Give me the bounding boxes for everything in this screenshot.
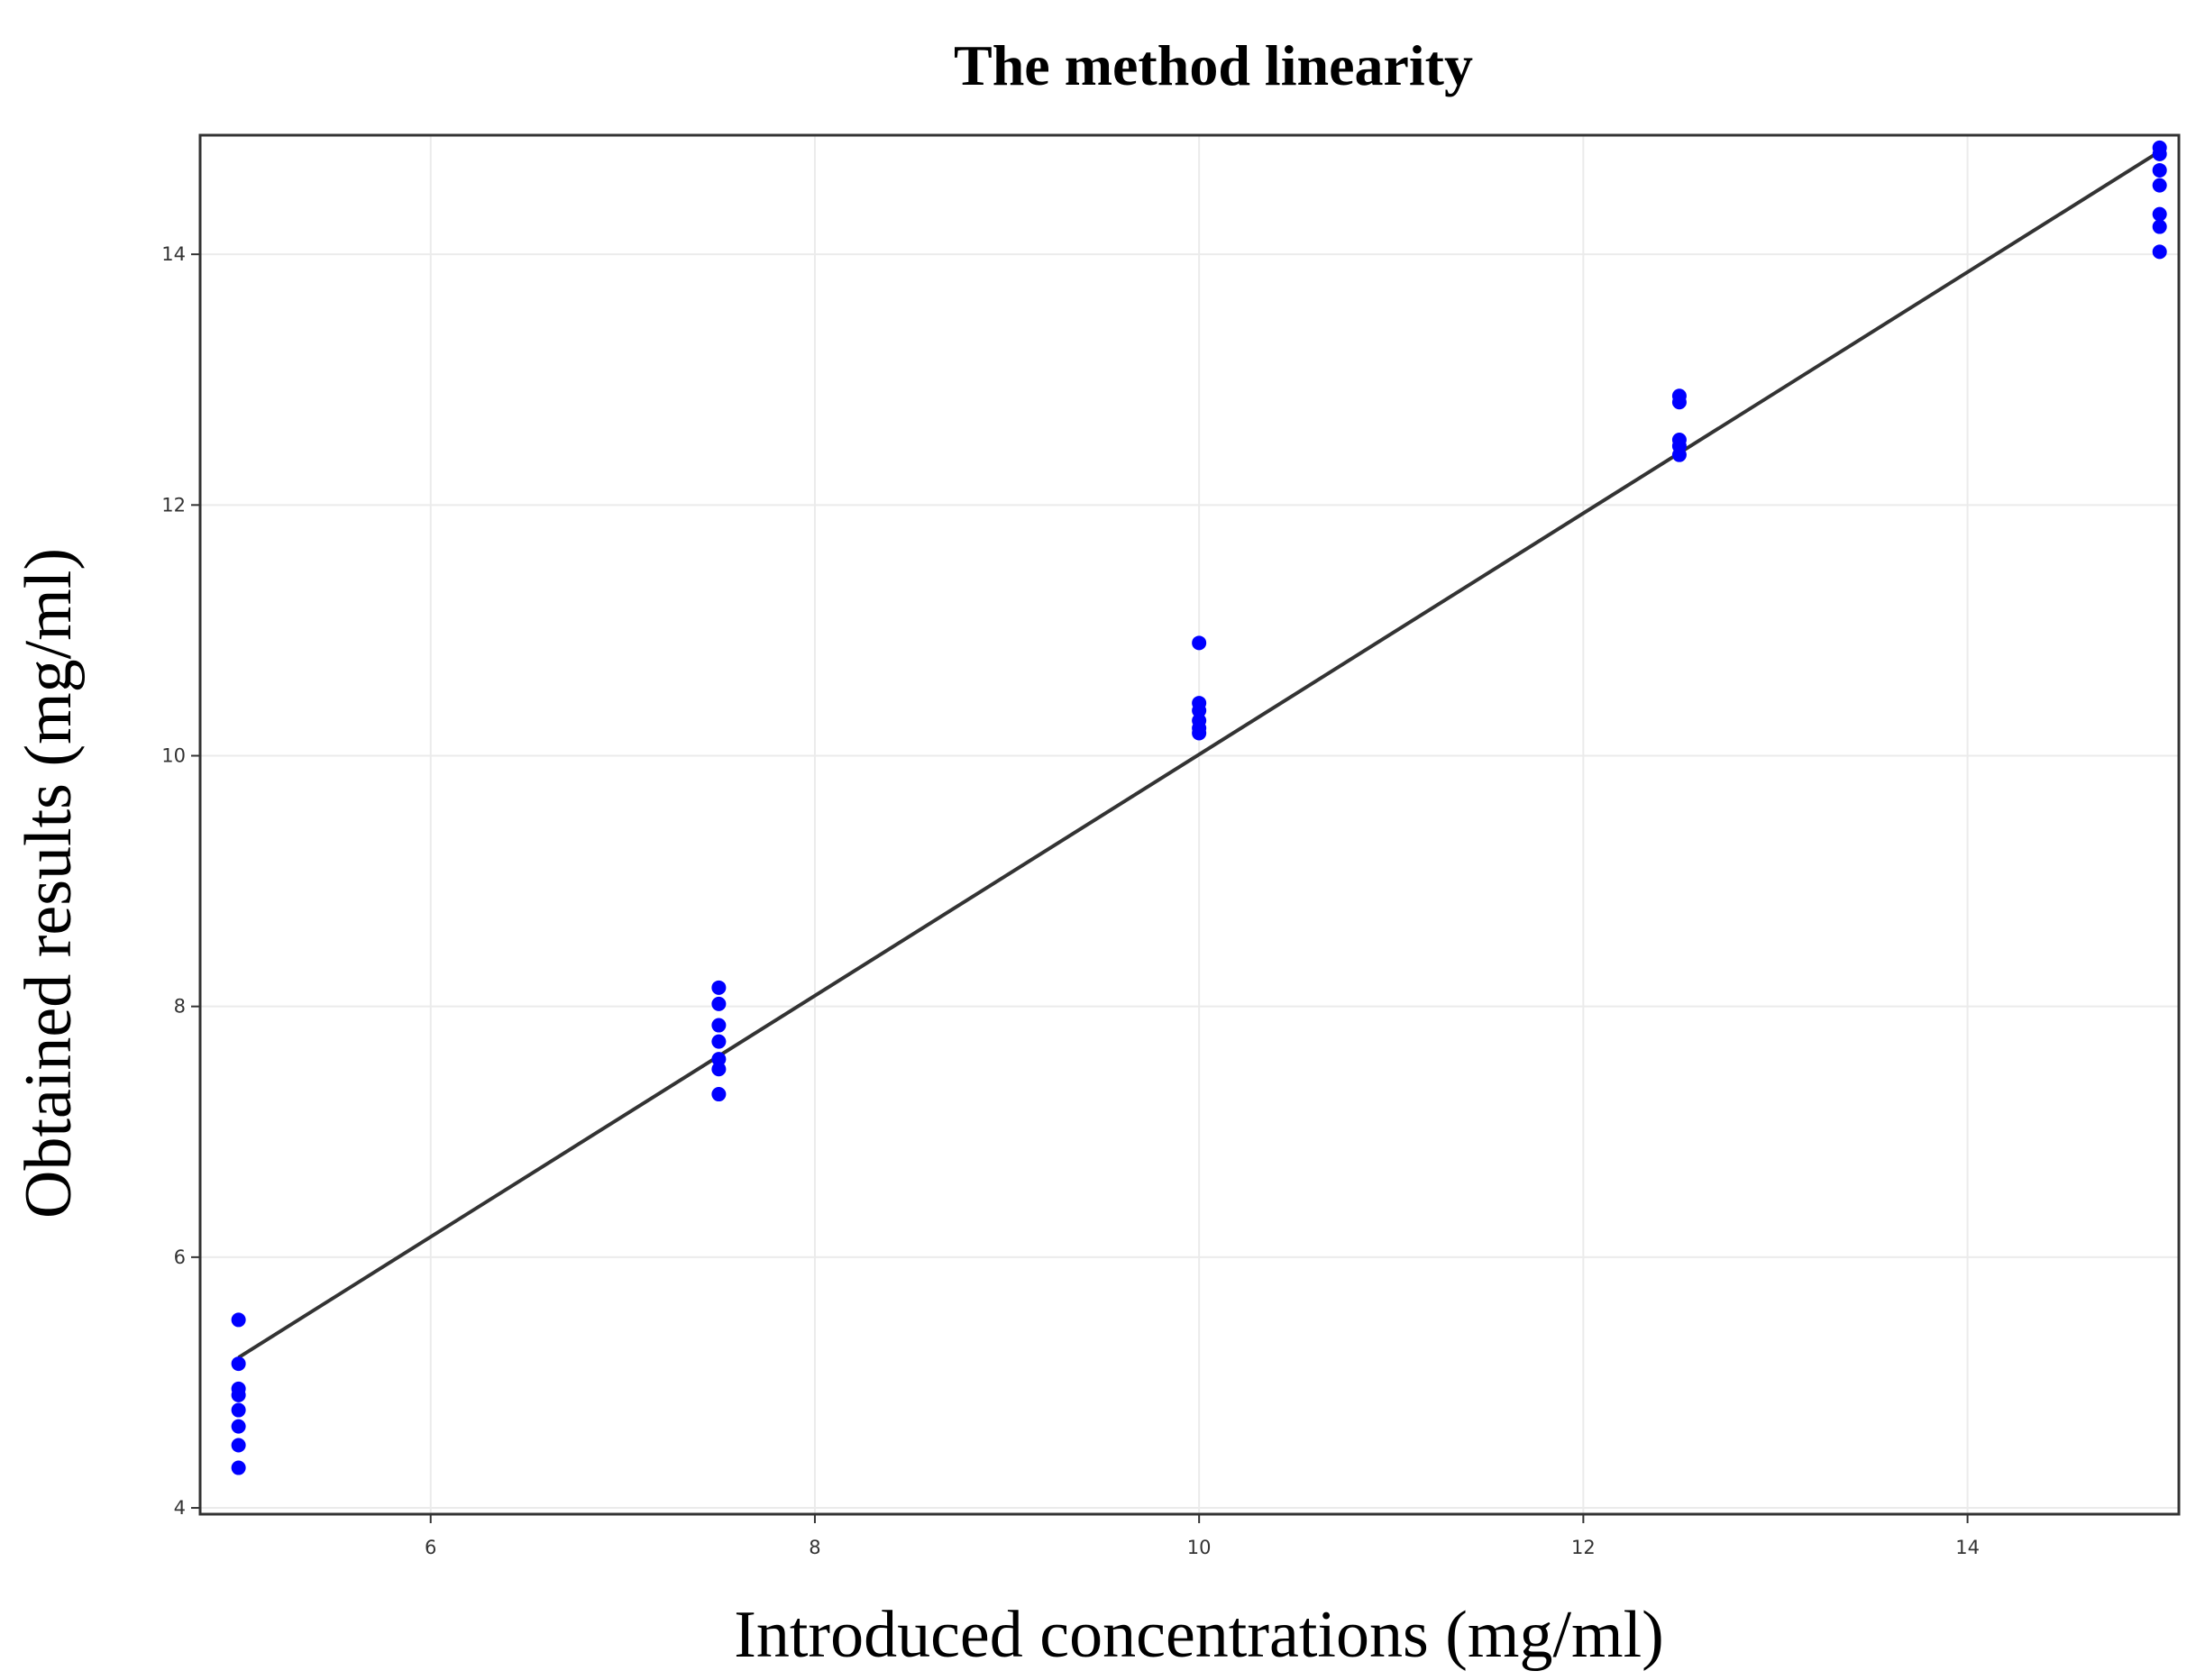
- data-point: [2152, 206, 2167, 222]
- data-point: [711, 1062, 727, 1077]
- plot-frame: [198, 133, 2181, 1516]
- y-tick-label: 8: [174, 996, 186, 1018]
- data-point: [711, 1052, 727, 1067]
- axes: 6 8 10 12 14 4 6 8 10 12 14: [161, 243, 1980, 1558]
- y-axis-label: Obtained results (mg/ml): [12, 548, 86, 1219]
- y-tick-label: 14: [161, 243, 186, 265]
- data-point: [711, 996, 727, 1011]
- grid: [200, 135, 2179, 1514]
- y-tick-label: 12: [161, 494, 186, 516]
- data-point: [1671, 447, 1687, 462]
- data-point: [2152, 244, 2167, 260]
- data-point: [231, 1402, 246, 1418]
- data-point: [231, 1460, 246, 1475]
- data-point: [711, 1018, 727, 1033]
- data-point: [711, 1087, 727, 1102]
- x-tick-label: 6: [425, 1537, 436, 1558]
- y-tick-label: 10: [161, 745, 186, 767]
- data-point: [2152, 146, 2167, 161]
- fit-line-layer: [237, 150, 2161, 1359]
- data-point: [231, 1387, 246, 1402]
- data-point: [1192, 726, 1207, 741]
- data-point: [2152, 219, 2167, 234]
- data-point: [1671, 395, 1687, 410]
- chart-title: The method linearity: [954, 33, 1473, 97]
- data-point: [231, 1356, 246, 1372]
- scatter-points: [231, 140, 2167, 1475]
- data-point: [711, 1034, 727, 1049]
- y-tick-label: 4: [174, 1497, 186, 1519]
- data-point: [1192, 703, 1207, 718]
- regression-line: [237, 150, 2161, 1359]
- data-point: [2152, 178, 2167, 193]
- x-tick-label: 14: [1955, 1537, 1980, 1558]
- x-axis-label: Introduced concentrations (mg/ml): [734, 1598, 1664, 1672]
- data-point: [231, 1438, 246, 1453]
- data-point: [2152, 162, 2167, 178]
- data-point: [711, 980, 727, 995]
- x-tick-label: 12: [1571, 1537, 1596, 1558]
- data-point: [231, 1312, 246, 1328]
- x-tick-label: 8: [809, 1537, 820, 1558]
- data-point: [1192, 635, 1207, 651]
- x-tick-label: 10: [1187, 1537, 1212, 1558]
- y-tick-label: 6: [174, 1246, 186, 1268]
- data-point: [231, 1419, 246, 1434]
